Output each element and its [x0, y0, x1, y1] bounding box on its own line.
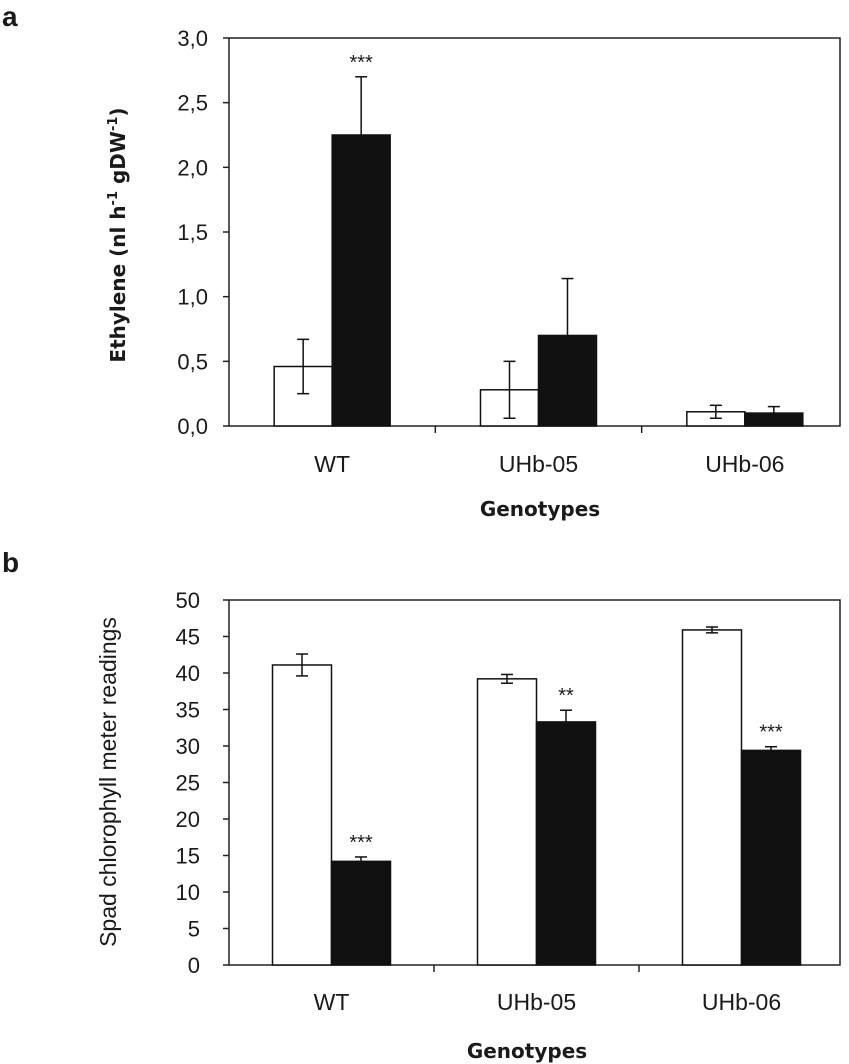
y-axis-label: Ethylene (nl h-1 gDW-1) — [106, 107, 130, 362]
bar-control — [476, 678, 538, 966]
bar-control — [271, 664, 333, 966]
bar-treated — [330, 860, 392, 966]
x-category-label: UHb-05 — [499, 451, 578, 477]
y-tick-label: 3,0 — [177, 26, 208, 51]
y-tick-label: 0,5 — [177, 349, 208, 374]
bar-treated — [740, 749, 802, 966]
chart-spad: Genotypes Spad chlorophyll meter reading… — [95, 588, 841, 1063]
y-tick-label: 25 — [176, 771, 200, 796]
y-tick-label: 1,0 — [177, 285, 208, 310]
y-tick-label: 1,5 — [177, 220, 208, 245]
x-axis-label: Genotypes — [467, 1039, 587, 1063]
bar-control — [681, 629, 743, 966]
y-tick-label: 2,0 — [177, 155, 208, 180]
significance-marker: *** — [349, 832, 373, 854]
bar-treated — [331, 134, 391, 427]
bar-treated — [537, 334, 598, 427]
y-axis-label: Spad chlorophyll meter readings — [95, 617, 121, 947]
y-tick-label: 15 — [176, 844, 200, 869]
x-category-label: WT — [314, 451, 350, 477]
significance-marker: ** — [558, 685, 574, 707]
y-tick-label: 35 — [176, 698, 200, 723]
y-tick-label: 0 — [188, 953, 200, 978]
x-category-label: UHb-06 — [702, 989, 781, 1015]
significance-marker: *** — [759, 722, 783, 744]
y-tick-label: 5 — [188, 917, 200, 942]
x-category-label: UHb-06 — [705, 451, 784, 477]
y-tick-label: 10 — [176, 880, 200, 905]
y-tick-label: 20 — [176, 807, 200, 832]
panel-letter-b: b — [2, 547, 19, 578]
y-tick-label: 2,5 — [177, 91, 208, 116]
chart-ethylene: Genotypes Ethylene (nl h-1 gDW-1) 0,0 0,5… — [106, 26, 841, 521]
bar-treated — [744, 412, 804, 427]
y-tick-label: 45 — [176, 625, 200, 650]
x-category-label: UHb-05 — [497, 989, 576, 1015]
y-tick-label: 30 — [176, 734, 200, 759]
x-axis-label: Genotypes — [480, 497, 600, 521]
y-tick-label: 50 — [176, 588, 200, 613]
panel-letter-a: a — [2, 1, 18, 32]
bar-treated — [535, 721, 597, 966]
y-tick-label: 0,0 — [177, 414, 208, 439]
x-category-label: WT — [314, 989, 350, 1015]
y-tick-label: 40 — [176, 661, 200, 686]
significance-marker: *** — [349, 52, 373, 74]
